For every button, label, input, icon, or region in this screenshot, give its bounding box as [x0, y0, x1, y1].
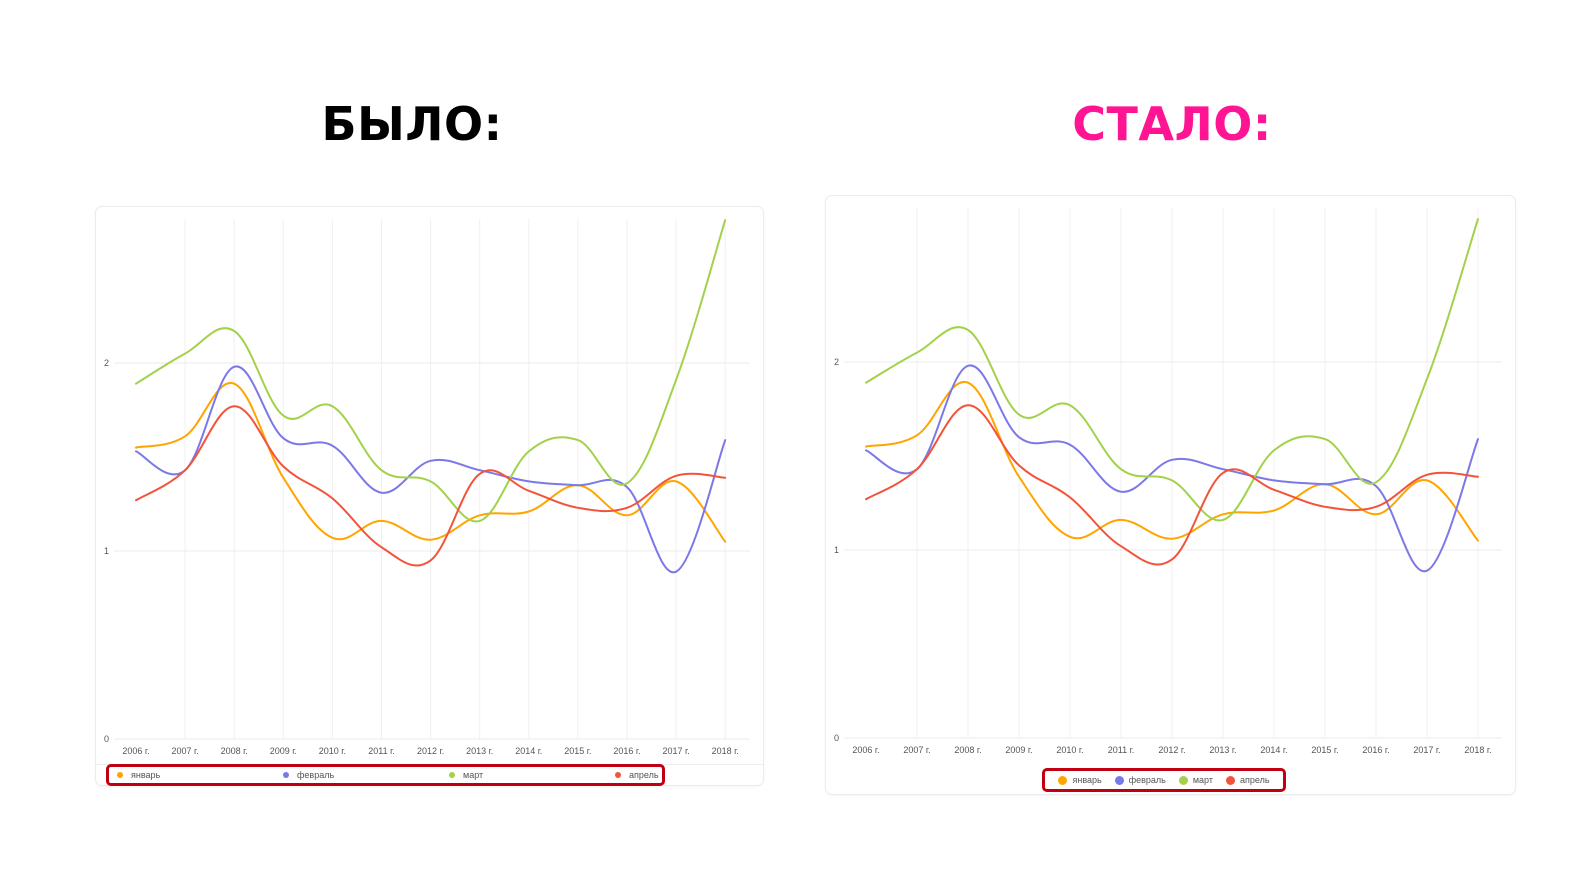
legend-item-april[interactable]: апрель — [1225, 771, 1270, 789]
x-tick-label: 2011 г. — [1108, 745, 1135, 755]
series-line[interactable] — [865, 364, 1479, 573]
legend-dot-icon — [1114, 775, 1124, 785]
x-tick-label: 2009 г. — [270, 746, 297, 756]
legend-item-april[interactable]: апрель — [615, 767, 659, 783]
line-chart-after: 0 1 2 2006 г. 2007 г. 2008 г. 2009 г. 2010 г. 20… — [834, 208, 1502, 755]
x-tick-label: 2006 г. — [122, 746, 149, 756]
legend-after: январь февраль март апрель — [1042, 768, 1286, 792]
x-tick-label: 2017 г. — [662, 746, 689, 756]
legend-label: январь — [131, 770, 161, 780]
legend-label: февраль — [297, 770, 335, 780]
heading-before: БЫЛО: — [321, 97, 503, 151]
x-tick-label: 2008 г. — [221, 746, 248, 756]
x-tick-label: 2017 г. — [1413, 745, 1440, 755]
x-tick-label: 2007 г. — [903, 745, 930, 755]
x-tick-label: 2007 г. — [171, 746, 198, 756]
x-tick-label: 2009 г. — [1005, 745, 1032, 755]
x-tick-label: 2018 г. — [712, 746, 739, 756]
x-tick-label: 2010 г. — [319, 746, 346, 756]
chart-card-before: 0 1 2 2006 г. 2007 г. 2008 г. 2009 г. 2010 г. 20… — [96, 207, 763, 786]
series-line[interactable] — [135, 219, 727, 523]
legend-dot-icon — [1178, 775, 1188, 785]
series-line[interactable] — [135, 405, 727, 567]
legend-label: апрель — [1239, 775, 1270, 785]
x-tick-label: 2006 г. — [852, 745, 879, 755]
x-tick-label: 2013 г. — [1209, 745, 1236, 755]
y-tick-label: 2 — [104, 358, 109, 368]
x-tick-label: 2013 г. — [466, 746, 493, 756]
x-tick-label: 2012 г. — [1158, 745, 1185, 755]
legend-item-march[interactable]: март — [1178, 771, 1213, 789]
heading-after: СТАЛО: — [1072, 97, 1272, 151]
legend-item-february[interactable]: февраль — [283, 767, 334, 783]
legend-label: март — [463, 770, 484, 780]
legend-dot-icon — [1058, 775, 1068, 785]
legend-dot-icon — [615, 772, 621, 778]
legend-label: январь — [1072, 775, 1102, 785]
legend-item-january[interactable]: январь — [117, 767, 160, 783]
legend-dot-icon — [283, 772, 289, 778]
legend-label: апрель — [629, 770, 659, 780]
line-chart-before: 0 1 2 2006 г. 2007 г. 2008 г. 2009 г. 2010 г. 20… — [104, 219, 750, 756]
gridlines — [114, 219, 750, 740]
series-line[interactable] — [135, 365, 727, 574]
x-tick-label: 2016 г. — [613, 746, 640, 756]
chart-card-after: 0 1 2 2006 г. 2007 г. 2008 г. 2009 г. 2010 г. 20… — [826, 196, 1515, 794]
gridlines — [844, 208, 1502, 739]
series-line[interactable] — [865, 218, 1479, 522]
y-tick-label: 2 — [834, 357, 839, 367]
legend-dot-icon — [449, 772, 455, 778]
y-tick-label: 1 — [104, 546, 109, 556]
legend-item-february[interactable]: февраль — [1114, 771, 1166, 789]
y-tick-label: 1 — [834, 545, 839, 555]
x-tick-label: 2014 г. — [515, 746, 542, 756]
series-line[interactable] — [865, 381, 1479, 542]
legend-item-march[interactable]: март — [449, 767, 483, 783]
legend-label: февраль — [1128, 775, 1166, 785]
series-line[interactable] — [865, 404, 1479, 566]
legend-label: март — [1192, 775, 1213, 785]
legend-item-january[interactable]: январь — [1058, 771, 1102, 789]
x-tick-label: 2012 г. — [417, 746, 444, 756]
x-tick-label: 2018 г. — [1464, 745, 1491, 755]
series-line[interactable] — [135, 382, 727, 543]
x-tick-label: 2010 г. — [1056, 745, 1083, 755]
legend-dot-icon — [1225, 775, 1235, 785]
x-tick-label: 2016 г. — [1362, 745, 1389, 755]
x-tick-label: 2015 г. — [564, 746, 591, 756]
legend-dot-icon — [117, 772, 123, 778]
y-tick-label: 0 — [104, 734, 109, 744]
x-tick-label: 2014 г. — [1260, 745, 1287, 755]
x-tick-label: 2015 г. — [1311, 745, 1338, 755]
legend-before: январь февраль март апрель — [106, 764, 665, 786]
x-tick-label: 2011 г. — [368, 746, 395, 756]
y-tick-label: 0 — [834, 733, 839, 743]
x-tick-label: 2008 г. — [954, 745, 981, 755]
